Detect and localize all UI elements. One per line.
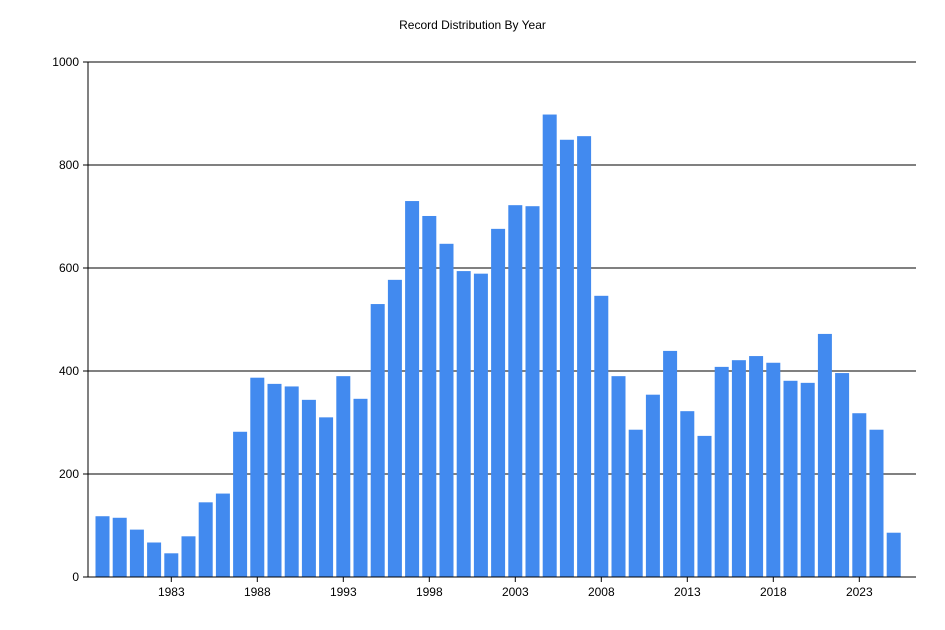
bar xyxy=(525,206,540,577)
bar xyxy=(731,360,746,577)
bar xyxy=(594,295,609,577)
bar xyxy=(577,136,592,577)
y-tick-label: 400 xyxy=(59,364,79,378)
bar xyxy=(456,271,471,577)
bar xyxy=(783,380,798,577)
bar xyxy=(611,376,626,577)
bar xyxy=(181,536,196,577)
y-tick-label: 200 xyxy=(59,467,79,481)
bar xyxy=(233,431,248,577)
x-tick-label: 2003 xyxy=(502,585,529,599)
bar xyxy=(353,398,368,577)
y-tick-label: 600 xyxy=(59,261,79,275)
bar xyxy=(766,362,781,577)
x-tick-label: 1993 xyxy=(330,585,357,599)
x-tick-label: 2018 xyxy=(760,585,787,599)
bar xyxy=(697,435,712,577)
bar xyxy=(439,243,454,578)
bar xyxy=(319,417,334,577)
chart-title: Record Distribution By Year xyxy=(399,18,546,32)
bar xyxy=(422,215,437,578)
bar xyxy=(749,356,764,577)
bar xyxy=(267,383,282,577)
bar xyxy=(869,429,884,577)
bar xyxy=(491,228,506,578)
bar xyxy=(147,542,162,577)
bar xyxy=(542,114,557,577)
y-tick-label: 0 xyxy=(72,570,79,584)
bar xyxy=(129,529,144,577)
bar xyxy=(164,553,179,577)
bar xyxy=(714,366,729,577)
y-tick-label: 1000 xyxy=(52,55,79,69)
bar xyxy=(215,493,230,577)
bar xyxy=(663,350,678,577)
x-tick-label: 2023 xyxy=(846,585,873,599)
x-tick-label: 1988 xyxy=(244,585,271,599)
bar xyxy=(852,413,867,577)
bar xyxy=(95,516,110,577)
bar xyxy=(508,205,523,578)
bar xyxy=(405,201,420,578)
x-tick-label: 2013 xyxy=(674,585,701,599)
bar xyxy=(387,279,402,577)
bar xyxy=(680,411,695,577)
bar xyxy=(628,429,643,577)
y-tick-label: 800 xyxy=(59,158,79,172)
bar xyxy=(886,532,901,577)
x-tick-label: 2008 xyxy=(588,585,615,599)
bar xyxy=(835,373,850,577)
bar xyxy=(473,273,488,577)
bar xyxy=(559,139,574,577)
bar xyxy=(370,304,385,577)
bar xyxy=(817,333,832,577)
bar xyxy=(800,382,815,577)
bar xyxy=(645,394,660,577)
bar xyxy=(284,386,299,577)
x-tick-label: 1983 xyxy=(158,585,185,599)
bar xyxy=(301,399,316,577)
bar xyxy=(250,377,265,577)
bar xyxy=(198,502,213,577)
x-tick-label: 1998 xyxy=(416,585,443,599)
bar xyxy=(112,517,127,577)
bar xyxy=(336,376,351,577)
